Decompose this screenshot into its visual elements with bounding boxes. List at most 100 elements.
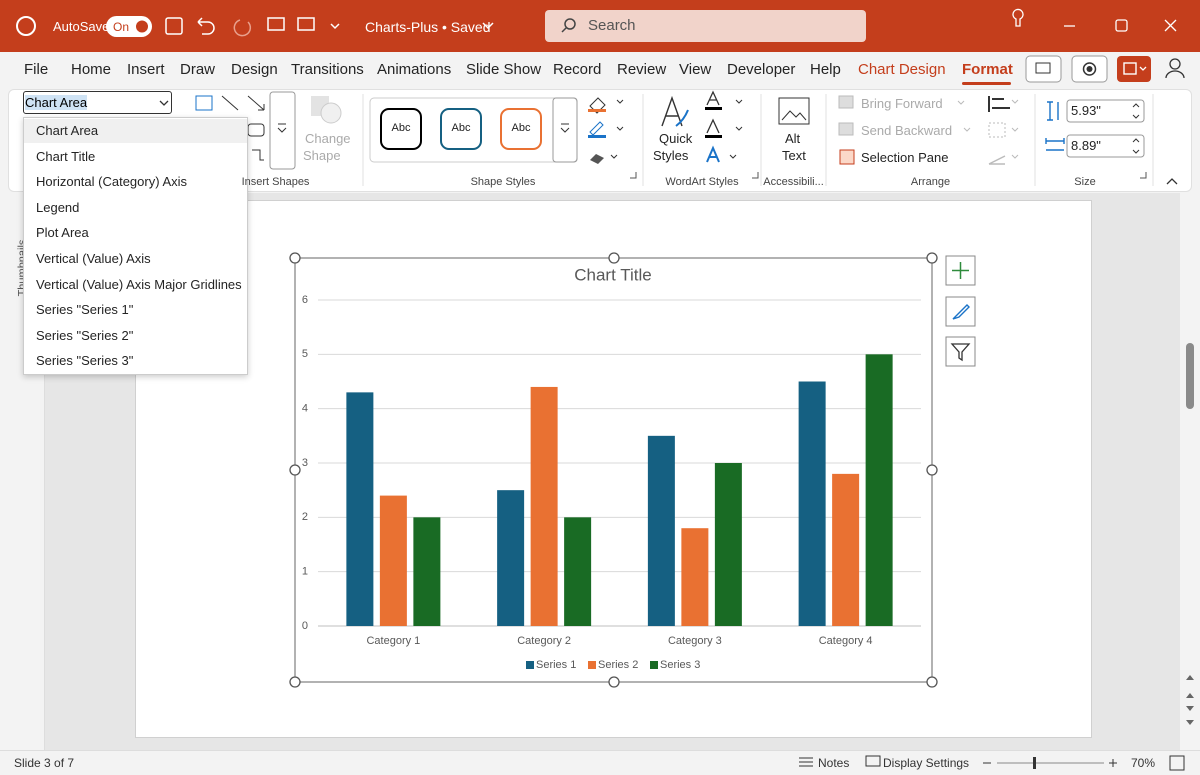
dialog-launchers[interactable]: [630, 172, 1147, 179]
customize-icon[interactable]: [330, 23, 340, 30]
search-icon: [564, 18, 576, 30]
undo-icon[interactable]: [197, 17, 215, 35]
comments-icon: [1035, 62, 1051, 74]
ribbon-tab[interactable]: Home: [71, 61, 112, 78]
ribbon-tab[interactable]: Developer: [727, 61, 796, 78]
chart-filters-button[interactable]: [945, 336, 976, 367]
dropdown-item[interactable]: Plot Area: [36, 225, 89, 241]
arrange-chevrons: [957, 100, 971, 132]
ribbon-tab[interactable]: Slide Show: [466, 61, 542, 78]
zoom-in[interactable]: [1109, 759, 1117, 767]
dropdown-item[interactable]: Legend: [36, 199, 80, 215]
shape-effects-icon[interactable]: [590, 154, 604, 164]
present-icon[interactable]: [267, 17, 285, 31]
change-shape-line-1: Change: [305, 131, 351, 146]
status-icons: [799, 755, 1185, 771]
text-fill-icon[interactable]: [706, 90, 720, 106]
collapse-ribbon[interactable]: [1166, 178, 1178, 185]
close[interactable]: [1164, 19, 1177, 32]
shape-outline-icon[interactable]: [589, 121, 604, 136]
width-input[interactable]: [1066, 134, 1145, 158]
shape-outline-color: [588, 135, 606, 138]
ribbon-tab[interactable]: Format: [962, 61, 1013, 78]
element-dropdown: Chart Area Chart Title Horizontal (Categor…: [23, 117, 248, 375]
y-tick-label: 5: [302, 348, 308, 360]
account-icon-body: [1165, 70, 1185, 79]
arrow-shape-icon[interactable]: [247, 95, 265, 111]
text-outline-color: [705, 135, 722, 138]
brush-icon: [952, 304, 970, 320]
bring-forward: Bring Forward: [861, 96, 943, 111]
text-effects-icon[interactable]: [706, 145, 720, 163]
ribbon-tab[interactable]: Draw: [180, 61, 216, 78]
zoom-level[interactable]: 70%: [1131, 756, 1156, 770]
bar: [413, 517, 441, 626]
ribbon-tab[interactable]: Help: [810, 61, 841, 78]
ribbon-tab[interactable]: Transitions: [291, 61, 364, 78]
share-chevron: [1139, 66, 1147, 71]
save-icon[interactable]: [165, 17, 183, 35]
document-title: Charts-Plus • Saved: [365, 19, 491, 35]
notes-button[interactable]: Notes: [818, 756, 850, 770]
dropdown-item[interactable]: Horizontal (Category) Axis: [36, 174, 187, 190]
dropdown-highlight: [24, 119, 247, 143]
ribbon-tab[interactable]: File: [24, 61, 49, 78]
spinner-arrows[interactable]: [1132, 103, 1140, 154]
comments-button[interactable]: [1025, 55, 1062, 83]
display-settings[interactable]: Display Settings: [883, 756, 970, 770]
slideshow-icon[interactable]: [297, 17, 315, 31]
active-tab-underline: [962, 82, 1011, 85]
shape-style-2[interactable]: [440, 108, 482, 150]
shapes-gallery-more[interactable]: [269, 91, 296, 170]
arrange-chevrons-2: [1011, 99, 1019, 159]
quick-styles-icon[interactable]: [661, 95, 683, 127]
height-input[interactable]: [1066, 99, 1145, 123]
selection-pane[interactable]: Selection Pane: [861, 150, 949, 165]
dropdown-item[interactable]: Chart Title: [36, 148, 96, 164]
dropdown-item[interactable]: Series "Series 3": [36, 353, 134, 369]
ribbon-tab[interactable]: Record: [553, 61, 602, 78]
search-box[interactable]: [545, 10, 866, 42]
scroll-buttons: [1186, 675, 1194, 725]
ribbon-tab[interactable]: View: [679, 61, 712, 78]
ribbon-tab[interactable]: Chart Design: [858, 61, 946, 78]
dropdown-item[interactable]: Series "Series 1": [36, 302, 134, 318]
dropdown-item[interactable]: Vertical (Value) Axis: [36, 251, 151, 266]
ribbon-tab[interactable]: Design: [231, 61, 278, 78]
fit-slide[interactable]: [1169, 755, 1185, 771]
selection-handles[interactable]: [289, 252, 938, 688]
ribbon-tab[interactable]: Review: [617, 61, 667, 78]
textbox-shape-icon[interactable]: [195, 95, 213, 111]
maximize[interactable]: [1115, 19, 1128, 32]
ribbon-tab[interactable]: Insert: [127, 61, 165, 78]
alt-text-icon[interactable]: [778, 97, 810, 125]
scroll-thumb[interactable]: [1186, 343, 1194, 409]
line-shape-icon[interactable]: [221, 95, 239, 111]
dropdown-item[interactable]: Vertical (Value) Axis Major Gridlines: [36, 276, 242, 292]
autosave-label: AutoSave: [53, 19, 110, 34]
dropdown-item[interactable]: Chart Area: [36, 123, 99, 138]
lightbulb-icon[interactable]: [1012, 8, 1024, 27]
chart-title[interactable]: Chart Title: [574, 265, 651, 284]
shape-style-3[interactable]: [500, 108, 542, 150]
ribbon-tab[interactable]: Animations: [377, 61, 452, 78]
y-tick-label: 0: [302, 620, 308, 632]
bar: [798, 381, 826, 626]
selection-pane-icon[interactable]: [839, 149, 855, 165]
title-chevron[interactable]: [482, 22, 494, 30]
shape-style-label: Abc: [391, 122, 411, 134]
shape-fill-color: [588, 109, 606, 112]
dropdown-item[interactable]: Series "Series 2": [36, 327, 134, 343]
styles-gallery-more[interactable]: [552, 97, 578, 163]
align-icon[interactable]: [988, 96, 1010, 112]
zoom-thumb[interactable]: [1033, 757, 1036, 769]
rect-shape-icon[interactable]: [247, 123, 265, 137]
connector-shape-icon[interactable]: [252, 149, 264, 161]
display-icon: [865, 755, 881, 767]
shape-style-1[interactable]: [380, 108, 422, 150]
text-outline-icon[interactable]: [706, 118, 720, 134]
account-icon[interactable]: [1169, 58, 1181, 70]
group-label: Insert Shapes: [241, 176, 310, 188]
legend-swatch: [588, 661, 596, 669]
